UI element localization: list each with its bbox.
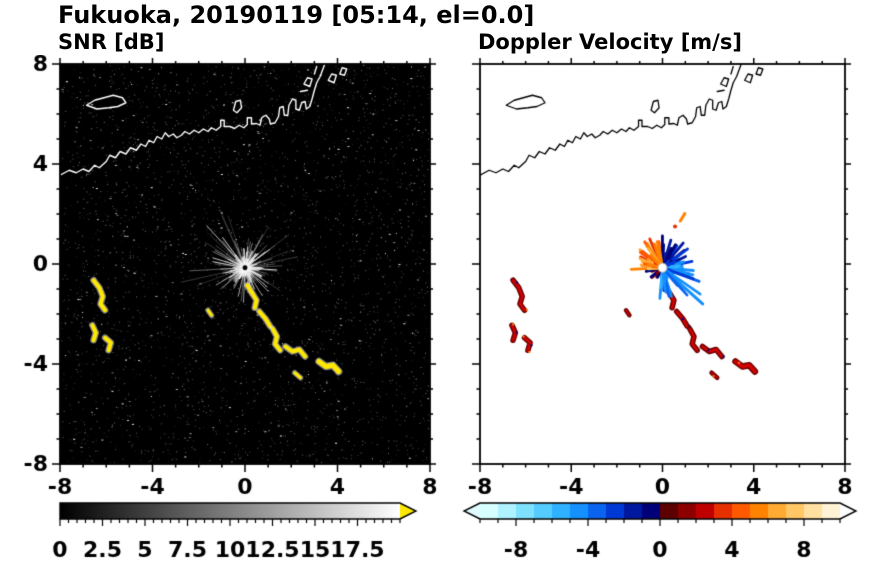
doppler-plot-canvas [440, 55, 870, 500]
snr-panel-title: SNR [dB] [58, 30, 165, 54]
snr-plot-canvas [0, 55, 465, 500]
snr-colorbar-canvas [0, 493, 465, 570]
figure-title: Fukuoka, 20190119 [05:14, el=0.0] [58, 1, 535, 29]
doppler-colorbar-canvas [440, 493, 870, 570]
doppler-panel-title: Doppler Velocity [m/s] [478, 30, 742, 54]
